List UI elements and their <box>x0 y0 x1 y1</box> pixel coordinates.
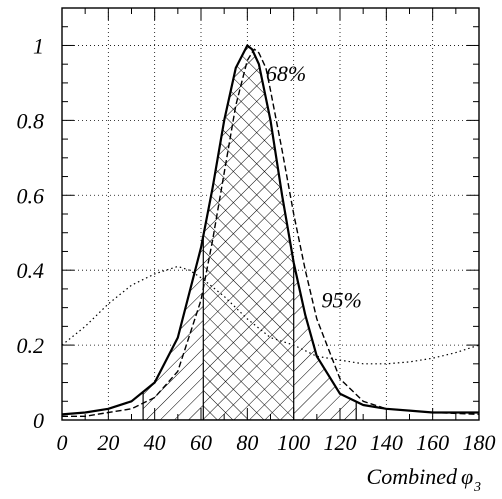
interval-label-95pct: 95% <box>321 288 361 313</box>
x-tick-label: 100 <box>277 430 310 455</box>
y-tick-label: 0.4 <box>17 258 45 283</box>
x-axis-symbol: φ <box>461 464 473 489</box>
annotations: 68% 95% <box>266 61 362 313</box>
x-tick-label: 60 <box>190 430 212 455</box>
x-axis-subscript: 3 <box>473 480 481 494</box>
x-tick-label: 120 <box>324 430 357 455</box>
x-tick-label: 180 <box>463 430 496 455</box>
y-tick-label: 1 <box>33 33 44 58</box>
interval-label-68pct: 68% <box>266 61 306 86</box>
y-tick-label: 0.2 <box>17 333 45 358</box>
x-axis-label: Combined <box>367 464 458 489</box>
dashed-curve <box>62 48 479 417</box>
x-tick-label: 160 <box>416 430 449 455</box>
x-tick-label: 40 <box>144 430 166 455</box>
interval-fill-68pct <box>202 44 295 420</box>
interval-fills <box>142 44 357 420</box>
tick-labels: 0 20 40 60 80 100 120 140 160 180 0 0.2 0.4 0.6 0.8 1 <box>17 33 496 455</box>
y-tick-label: 0 <box>33 408 44 433</box>
y-tick-label: 0.8 <box>17 108 45 133</box>
y-tick-label: 0.6 <box>17 183 45 208</box>
x-tick-label: 140 <box>370 430 403 455</box>
x-tick-label: 0 <box>57 430 68 455</box>
ticks <box>61 7 480 421</box>
x-tick-label: 80 <box>236 430 258 455</box>
x-tick-label: 20 <box>97 430 119 455</box>
